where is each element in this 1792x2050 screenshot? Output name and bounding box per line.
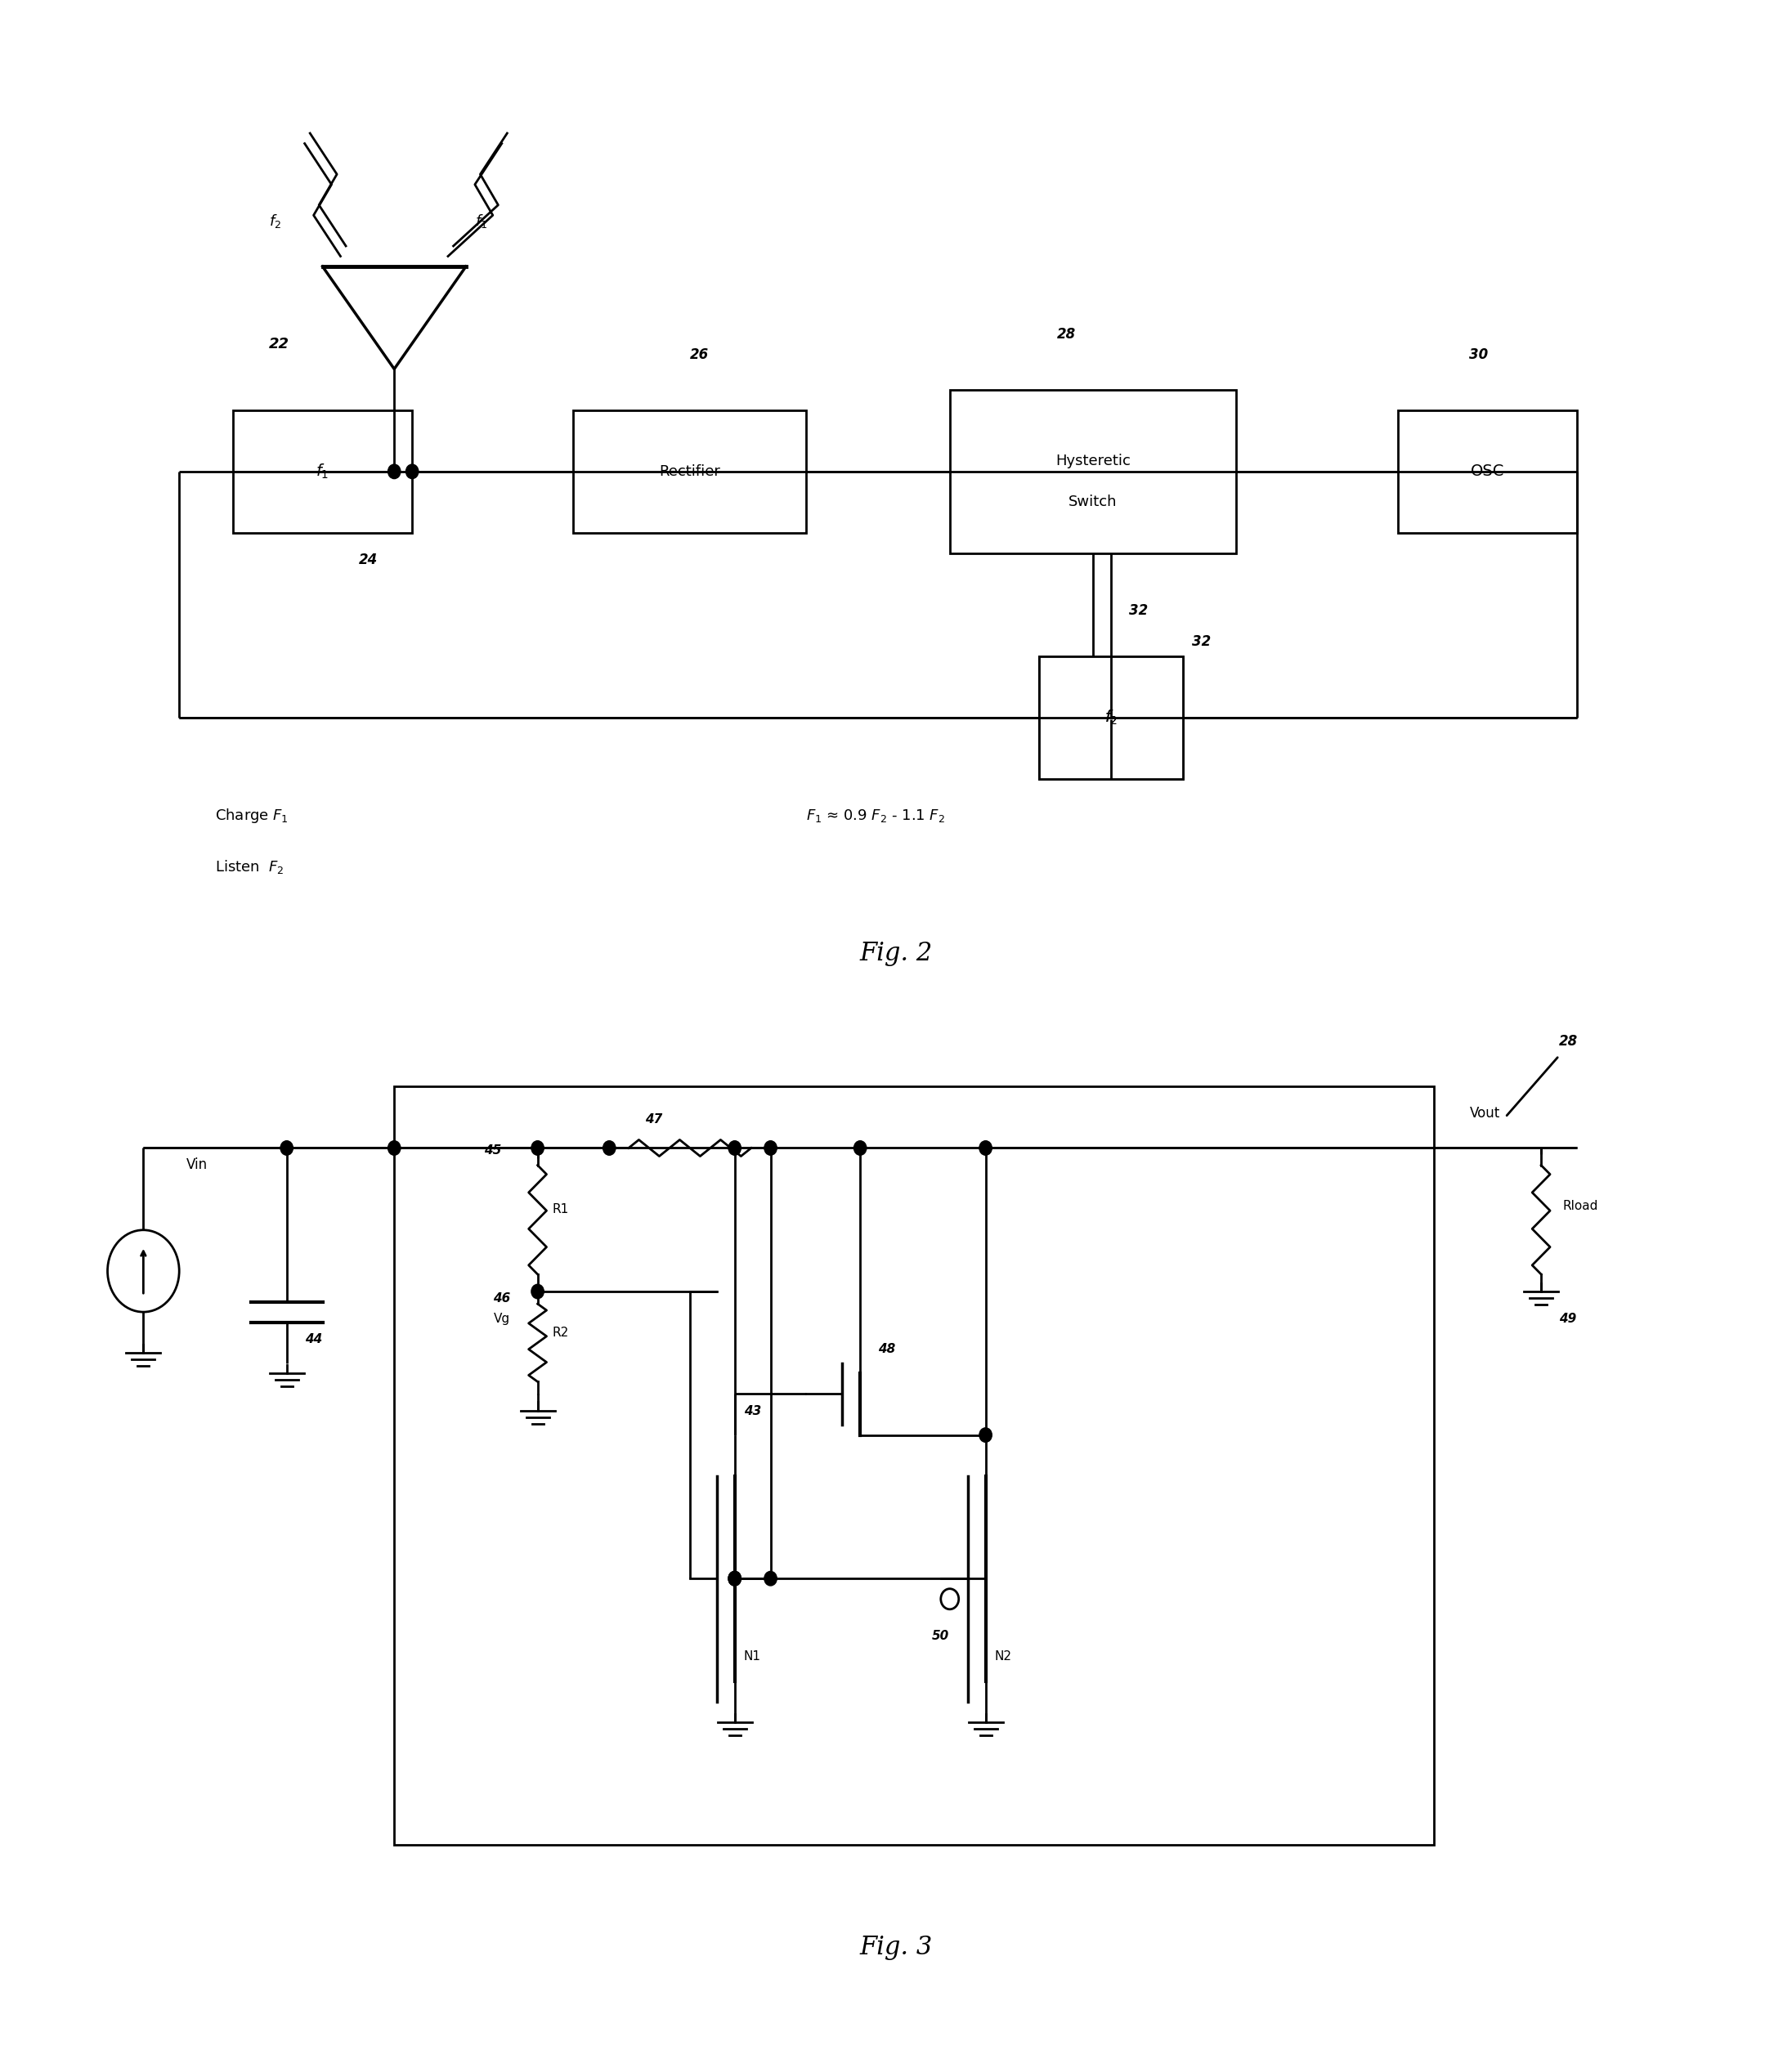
- Text: OSC: OSC: [1471, 463, 1503, 480]
- Text: $f_2$: $f_2$: [1104, 709, 1118, 726]
- Text: 46: 46: [493, 1292, 511, 1304]
- Text: Vin: Vin: [186, 1156, 208, 1173]
- Text: 45: 45: [484, 1144, 502, 1156]
- Text: 47: 47: [645, 1113, 663, 1125]
- FancyArrowPatch shape: [1507, 1058, 1557, 1115]
- Circle shape: [602, 1140, 616, 1156]
- Text: 43: 43: [744, 1404, 762, 1417]
- Bar: [233, 410, 412, 533]
- Text: $F_1$ ≈ 0.9 $F_2$ - 1.1 $F_2$: $F_1$ ≈ 0.9 $F_2$ - 1.1 $F_2$: [806, 808, 946, 824]
- Circle shape: [405, 463, 419, 478]
- Text: $f_1$: $f_1$: [475, 213, 487, 230]
- Text: Switch: Switch: [1068, 494, 1118, 510]
- Text: 49: 49: [1559, 1312, 1577, 1324]
- Circle shape: [387, 463, 401, 478]
- Circle shape: [280, 1140, 294, 1156]
- Text: R1: R1: [552, 1203, 568, 1216]
- Circle shape: [728, 1570, 742, 1587]
- Text: Fig. 2: Fig. 2: [860, 941, 932, 966]
- Text: N1: N1: [744, 1650, 762, 1663]
- Text: 28: 28: [1559, 1033, 1579, 1050]
- Text: 22: 22: [269, 336, 289, 353]
- Text: 44: 44: [305, 1332, 323, 1345]
- Circle shape: [530, 1140, 545, 1156]
- Text: R2: R2: [552, 1326, 568, 1339]
- Text: 28: 28: [1057, 326, 1077, 342]
- Text: $f_2$: $f_2$: [1104, 709, 1118, 726]
- Text: Charge $F_1$: Charge $F_1$: [215, 808, 289, 824]
- Text: Fig. 3: Fig. 3: [860, 1935, 932, 1960]
- Bar: [573, 410, 806, 533]
- Text: Vg: Vg: [493, 1312, 511, 1324]
- Circle shape: [978, 1140, 993, 1156]
- Text: Vout: Vout: [1469, 1105, 1500, 1121]
- Circle shape: [387, 1140, 401, 1156]
- Text: N2: N2: [995, 1650, 1012, 1663]
- Text: Listen  $F_2$: Listen $F_2$: [215, 859, 285, 875]
- Circle shape: [728, 1570, 742, 1587]
- Circle shape: [728, 1140, 742, 1156]
- Bar: [1039, 656, 1183, 779]
- Text: 50: 50: [932, 1630, 950, 1642]
- Text: 24: 24: [358, 551, 378, 568]
- Text: 30: 30: [1469, 346, 1489, 363]
- Bar: [1039, 656, 1183, 779]
- Text: Rectifier: Rectifier: [659, 463, 720, 480]
- Bar: [394, 1086, 1434, 1845]
- Circle shape: [530, 1283, 545, 1300]
- Circle shape: [763, 1570, 778, 1587]
- Text: 26: 26: [690, 346, 710, 363]
- Text: 32: 32: [1129, 603, 1149, 619]
- Circle shape: [763, 1140, 778, 1156]
- Bar: [950, 390, 1236, 554]
- Text: $f_2$: $f_2$: [269, 213, 281, 230]
- Text: $f_1$: $f_1$: [315, 463, 330, 480]
- Text: 32: 32: [1192, 633, 1211, 650]
- Text: Rload: Rload: [1563, 1199, 1598, 1212]
- Circle shape: [728, 1570, 742, 1587]
- Circle shape: [855, 1140, 867, 1156]
- Text: 48: 48: [878, 1343, 896, 1355]
- Bar: [1398, 410, 1577, 533]
- Text: Hysteretic: Hysteretic: [1055, 453, 1131, 469]
- Circle shape: [978, 1427, 993, 1443]
